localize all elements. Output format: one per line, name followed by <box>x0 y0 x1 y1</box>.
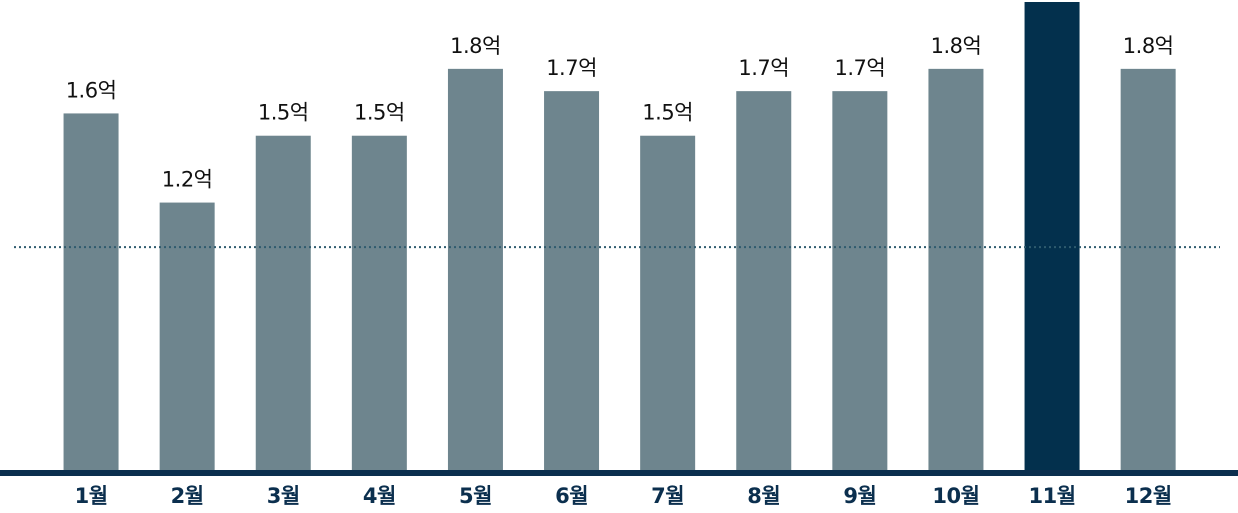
x-tick-label: 3월 <box>267 484 300 508</box>
bar <box>928 68 984 470</box>
value-label: 1.6억 <box>66 78 117 102</box>
bar <box>1024 2 1080 470</box>
bar <box>255 135 311 470</box>
value-label: 1.5억 <box>642 101 693 125</box>
value-label: 1.8억 <box>450 34 501 58</box>
value-label: 1.5억 <box>258 101 309 125</box>
bar <box>1120 68 1176 470</box>
value-label: 1.8억 <box>931 34 982 58</box>
x-tick-label: 8월 <box>747 484 780 508</box>
bar <box>447 68 503 470</box>
x-tick-label: 9월 <box>843 484 876 508</box>
value-label: 1.7억 <box>834 56 885 80</box>
x-tick-label: 11월 <box>1029 484 1076 508</box>
bar <box>351 135 407 470</box>
bar <box>63 113 119 470</box>
x-tick-label: 2월 <box>171 484 204 508</box>
x-tick-label: 5월 <box>459 484 492 508</box>
x-tick-label: 6월 <box>555 484 588 508</box>
x-tick-label: 7월 <box>651 484 684 508</box>
x-tick-label: 12월 <box>1125 484 1172 508</box>
x-tick-label: 1월 <box>75 484 108 508</box>
x-tick-label: 10월 <box>932 484 979 508</box>
bar <box>640 135 696 470</box>
value-label: 1.8억 <box>1123 34 1174 58</box>
value-label: 1.2억 <box>162 168 213 192</box>
value-label: 1.7억 <box>546 56 597 80</box>
bar <box>544 91 600 471</box>
value-label: 1.7억 <box>738 56 789 80</box>
value-label: 1.5억 <box>354 101 405 125</box>
x-tick-label: 4월 <box>363 484 396 508</box>
bar <box>736 91 792 471</box>
bar <box>159 202 215 471</box>
bar <box>832 91 888 471</box>
